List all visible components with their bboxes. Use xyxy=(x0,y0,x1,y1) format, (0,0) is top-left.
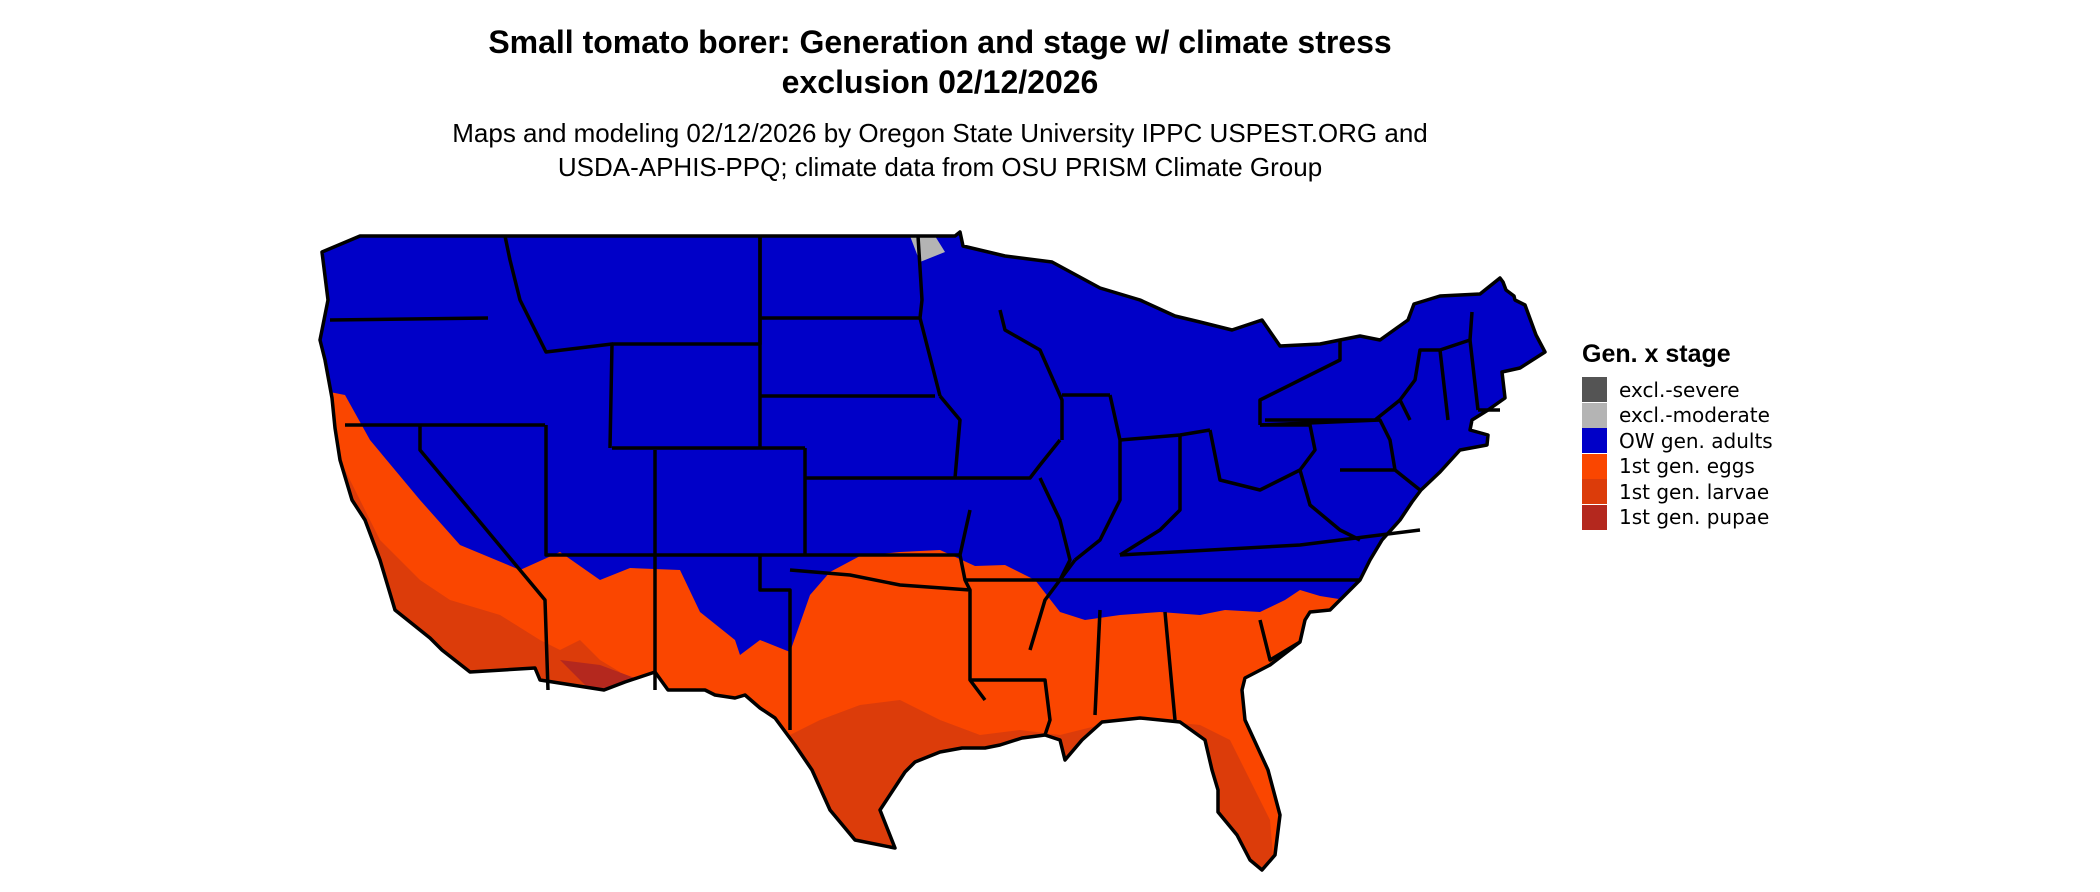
legend-item-excl-severe: excl.-severe xyxy=(1582,377,1773,403)
legend-item-first-gen-larvae: 1st gen. larvae xyxy=(1582,479,1773,505)
legend-swatch xyxy=(1582,453,1607,479)
state-boundaries xyxy=(318,230,1547,872)
legend-label: excl.-moderate xyxy=(1619,403,1770,428)
first-gen-larvae-southwest xyxy=(340,460,620,720)
legend-label: 1st gen. larvae xyxy=(1619,479,1770,504)
legend-swatch xyxy=(1582,377,1607,403)
map-subtitle-line-1: Maps and modeling 02/12/2026 by Oregon S… xyxy=(452,118,1428,148)
legend-swatch xyxy=(1582,504,1607,530)
legend-title: Gen. x stage xyxy=(1582,340,1731,368)
legend-swatch xyxy=(1582,402,1607,428)
title-block: Small tomato borer: Generation and stage… xyxy=(420,22,1460,184)
map-subtitle: Maps and modeling 02/12/2026 by Oregon S… xyxy=(420,116,1460,184)
legend-item-ow-adults: OW gen. adults xyxy=(1582,428,1773,454)
legend-item-first-gen-pupae: 1st gen. pupae xyxy=(1582,504,1773,531)
legend: Gen. x stage excl.-severe excl.-moderate… xyxy=(1582,340,1773,530)
legend-item-first-gen-eggs: 1st gen. eggs xyxy=(1582,453,1773,480)
map-subtitle-line-2: USDA-APHIS-PPQ; climate data from OSU PR… xyxy=(557,152,1323,182)
legend-swatch xyxy=(1582,479,1607,505)
legend-label: 1st gen. eggs xyxy=(1619,454,1755,479)
legend-swatch xyxy=(1582,428,1607,454)
legend-label: 1st gen. pupae xyxy=(1619,505,1770,530)
map-title-line-2: exclusion 02/12/2026 xyxy=(781,64,1099,100)
legend-label: excl.-severe xyxy=(1619,377,1740,402)
legend-label: OW gen. adults xyxy=(1619,428,1773,453)
legend-item-excl-moderate: excl.-moderate xyxy=(1582,402,1773,429)
map-title: Small tomato borer: Generation and stage… xyxy=(420,22,1460,102)
map-title-line-1: Small tomato borer: Generation and stage… xyxy=(488,24,1392,60)
